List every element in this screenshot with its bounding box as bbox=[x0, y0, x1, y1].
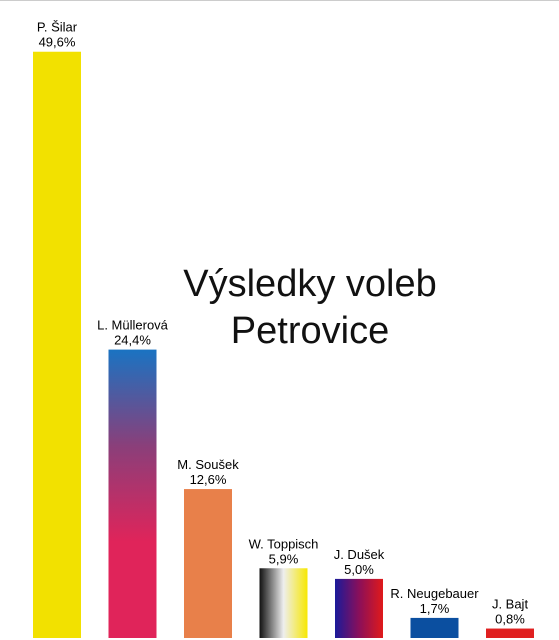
chart-title: Výsledky voleb bbox=[183, 263, 436, 305]
bar-0 bbox=[33, 51, 81, 638]
bar-value-label: 12,6% bbox=[190, 472, 227, 487]
bar-2 bbox=[184, 489, 232, 638]
bar-3 bbox=[259, 568, 308, 638]
bar-value-label: 5,9% bbox=[269, 551, 299, 566]
bar-value-label: 24,4% bbox=[114, 333, 151, 348]
bar-name-label: R. Neugebauer bbox=[390, 586, 479, 601]
bar-name-label: J. Dušek bbox=[334, 547, 385, 562]
bar-1 bbox=[108, 349, 157, 638]
bar-name-label: M. Soušek bbox=[177, 457, 239, 472]
bar-4 bbox=[335, 578, 383, 638]
bar-value-label: 0,8% bbox=[495, 612, 525, 627]
bar-value-label: 1,7% bbox=[420, 601, 450, 616]
chart-subtitle: Petrovice bbox=[231, 310, 389, 352]
bar-name-label: P. Šilar bbox=[37, 20, 78, 35]
bar-name-label: J. Bajt bbox=[492, 597, 529, 612]
bar-6 bbox=[486, 628, 534, 638]
bar-value-label: 49,6% bbox=[39, 35, 76, 50]
bar-value-label: 5,0% bbox=[344, 562, 374, 577]
bar-name-label: W. Toppisch bbox=[249, 536, 319, 551]
bar-name-label: L. Müllerová bbox=[97, 318, 169, 333]
bar-5 bbox=[410, 617, 459, 638]
